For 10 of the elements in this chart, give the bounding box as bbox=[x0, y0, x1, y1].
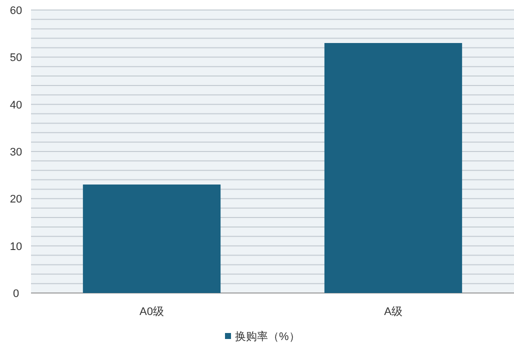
y-tick-label: 40 bbox=[10, 99, 22, 112]
y-tick-label: 10 bbox=[10, 240, 22, 253]
y-tick-label: 60 bbox=[10, 5, 22, 17]
y-tick-label: 30 bbox=[10, 146, 22, 158]
y-tick-label: 20 bbox=[10, 194, 22, 206]
y-tick-label: 50 bbox=[10, 52, 22, 64]
x-tick-label: A0级 bbox=[140, 306, 164, 318]
y-tick-label: 0 bbox=[12, 288, 20, 300]
legend-label: 换购率（%） bbox=[235, 330, 300, 343]
x-tick-label: A级 bbox=[384, 306, 402, 318]
